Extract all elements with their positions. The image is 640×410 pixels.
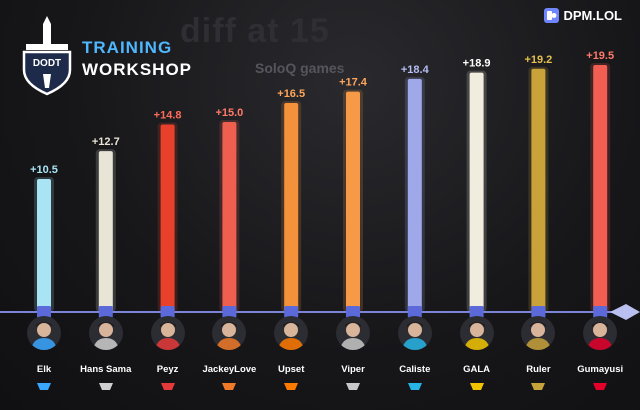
background-title: diff at 15 [180, 12, 330, 50]
bar-upset [284, 103, 299, 312]
player-avatar [150, 316, 185, 350]
player-photo-icon [521, 316, 556, 350]
fnatic-logo-icon [283, 378, 299, 390]
player-photo-icon [336, 316, 370, 350]
bar-peyz [160, 124, 175, 313]
value-label: +10.5 [30, 164, 58, 176]
baseline-tick [284, 306, 299, 318]
player-name: Elk [36, 364, 52, 375]
brand-name: DPM.LOL [563, 8, 623, 23]
value-label: +19.2 [524, 54, 552, 66]
player-avatar [521, 316, 556, 350]
baseline-tick [37, 306, 51, 318]
vitality-logo-icon [469, 378, 485, 390]
baseline-arrow [610, 304, 640, 320]
background-subtitle: SoloQ games [255, 60, 345, 76]
player-name: GALA [463, 364, 491, 375]
value-label: +19.5 [586, 50, 614, 62]
player-photo-icon [212, 316, 247, 350]
player-name: Caliste [399, 364, 431, 375]
logo-line-training: TRAINING [82, 38, 173, 57]
jdg-logo-icon [160, 378, 176, 390]
value-label: +18.4 [401, 64, 430, 76]
player-name: JackeyLove [202, 364, 257, 375]
baseline-tick [593, 306, 608, 318]
baseline-tick [160, 306, 175, 318]
baseline-tick [98, 306, 113, 318]
player-photo-icon [150, 316, 185, 350]
hanwha-logo-icon [221, 378, 237, 390]
player-name: Viper [341, 364, 365, 375]
bar-viper [346, 91, 360, 312]
value-label: +16.5 [277, 88, 305, 100]
bar-gala [469, 72, 484, 312]
bar-hans-sama [98, 151, 113, 312]
player-avatar [27, 316, 61, 350]
player-name: Hans Sama [80, 364, 132, 375]
value-label: +14.8 [154, 110, 182, 122]
player-photo-icon [459, 316, 494, 350]
bar-elk [37, 179, 51, 312]
player-photo-icon [88, 316, 123, 350]
player-name: Peyz [156, 364, 179, 375]
baseline-tick [346, 306, 360, 318]
value-label: +12.7 [92, 136, 120, 148]
baseline-tick [407, 306, 422, 318]
dpm-logo-icon [543, 8, 559, 23]
player-avatar [583, 316, 618, 350]
g2-logo-icon [98, 378, 114, 390]
player-photo-icon [274, 316, 309, 350]
player-avatar [212, 316, 247, 350]
liquid-logo-icon [345, 378, 361, 390]
value-label: +15.0 [215, 107, 243, 119]
player-avatar [274, 316, 309, 350]
bar-ruler [531, 68, 546, 312]
bar-caliste [407, 78, 422, 312]
player-name: Ruler [526, 364, 551, 375]
player-name: Upset [277, 364, 305, 375]
blg-logo-icon [36, 378, 52, 390]
baseline-tick [531, 306, 546, 318]
bar-jackeylove [222, 122, 237, 312]
value-label: +18.9 [463, 58, 491, 70]
bar-gumayusi [593, 65, 608, 312]
kc-logo-icon [407, 378, 423, 390]
player-photo-icon [397, 316, 432, 350]
baseline-tick [469, 306, 484, 318]
player-avatar [459, 316, 494, 350]
player-avatar [88, 316, 123, 350]
player-photo-icon [27, 316, 61, 350]
value-label: +17.4 [339, 77, 368, 89]
player-avatar [397, 316, 432, 350]
player-avatar [336, 316, 370, 350]
sword-shield-icon [22, 16, 72, 96]
geng-logo-icon [530, 378, 546, 390]
dpm-brand: DPM.LOL [543, 8, 623, 23]
t1-logo-icon [592, 378, 608, 390]
training-workshop-logo: DODT TRAINING WORKSHOP [18, 14, 203, 98]
baseline-tick [222, 306, 237, 318]
logo-line-workshop: WORKSHOP [82, 60, 192, 79]
player-name: Gumayusi [577, 364, 624, 375]
logo-shield-text: DODT [32, 58, 62, 69]
player-photo-icon [583, 316, 618, 350]
